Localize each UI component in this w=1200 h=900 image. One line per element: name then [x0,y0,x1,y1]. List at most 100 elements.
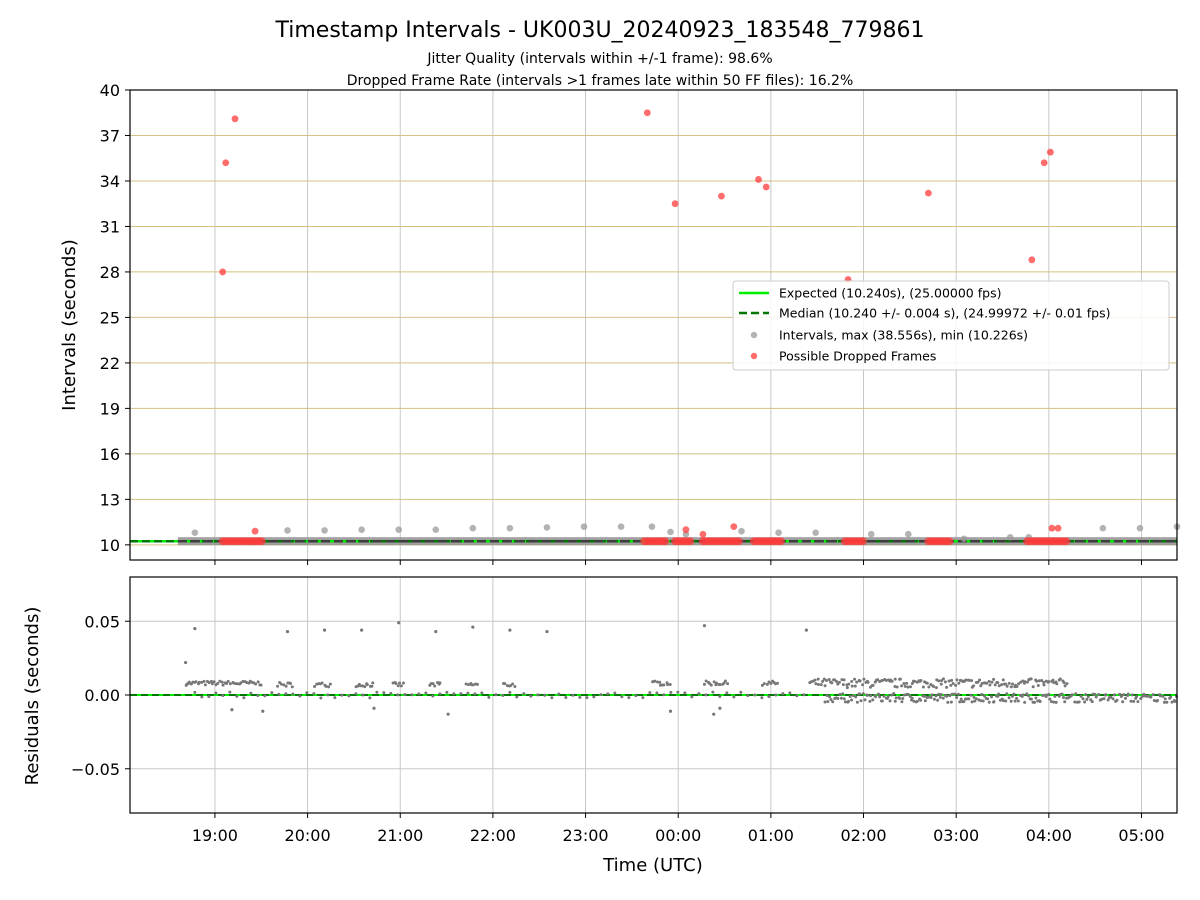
residual-point [702,624,707,628]
residual-band-point [194,680,198,684]
residual-band-point [831,700,835,704]
residual-band-point [714,681,718,685]
residual-band-point [990,695,994,699]
residual-band-point [1004,699,1008,703]
dropped-frame-point [1046,148,1054,156]
residual-band-point [1047,692,1051,696]
residual-band-point [1158,694,1162,698]
residual-band-point [876,692,880,696]
residual-band-point [1077,700,1081,704]
residual-band-point [981,699,985,703]
intervals-y-tick-label: 25 [100,308,120,327]
residual-zero-point [459,692,463,696]
residual-band-point [1055,682,1059,686]
residual-band-point [202,679,206,683]
residual-band-point [822,677,826,681]
residual-band-point [956,692,960,696]
legend-intervals-label: Intervals, max (38.556s), min (10.226s) [779,328,1028,343]
residual-band-point [1143,694,1147,698]
residual-band-point [871,683,875,687]
residual-point [804,628,808,632]
residual-band-point [936,698,940,702]
residual-band-point [1122,693,1126,697]
residual-band-point [900,684,904,688]
residual-point [360,628,364,632]
residual-band-point [220,680,224,684]
residual-band-point [959,697,963,701]
residual-band-point [1083,700,1087,704]
residual-band-point [814,682,818,686]
residuals-data [130,621,1179,716]
residual-band-point [1085,697,1089,701]
residual-band-point [658,680,662,684]
residual-band-point [821,679,825,683]
interval-point [617,523,625,530]
residual-band-point [1139,697,1143,701]
residual-band-point [769,681,773,685]
residual-band-point [704,679,708,683]
residual-zero-point [522,692,526,696]
residual-band-point [923,699,927,703]
residual-band-point [988,683,992,687]
chart-title: Timestamp Intervals - UK003U_20240923_18… [275,18,925,43]
residual-zero-point [536,693,540,697]
residual-band-point [1027,694,1031,698]
residual-zero-point [725,691,729,695]
residual-zero-point [508,690,512,694]
residual-zero-point [774,693,778,697]
dropped-frame-point [730,523,738,531]
legend-dropped-marker-icon [750,352,758,360]
x-tick-label: 01:00 [748,826,794,845]
intervals-frame [129,89,1178,561]
residual-band-point [841,692,845,696]
residual-band-point [776,681,780,685]
residual-band-point [973,699,977,703]
residual-band-point [1007,681,1011,685]
residual-band-point [1061,695,1065,699]
residual-band-point [726,682,730,686]
residual-band-point [913,679,917,683]
residual-band-point [225,682,229,686]
residual-point [508,628,512,632]
interval-point [1136,524,1144,532]
residual-band-point [906,692,910,696]
residual-band-point [886,695,890,699]
residual-band-point [513,685,517,689]
legend-box [732,280,1170,371]
residual-zero-point [683,691,687,695]
residual-band-point [861,683,865,687]
residual-band-point [1029,677,1033,681]
residual-zero-point [452,692,456,696]
residual-band-point [1140,695,1144,699]
x-tick-label: 23:00 [562,826,608,845]
residual-point [668,709,673,713]
dropped-frame-band-point [661,537,670,546]
residual-band-point [1023,680,1027,684]
residual-band-point [1038,699,1042,703]
residual-band-point [861,692,865,696]
dropped-frame-point [251,527,259,535]
residual-band-point [1161,694,1165,698]
residual-band-point [1073,700,1077,704]
residual-band-point [760,683,764,687]
interval-point [191,529,199,537]
residual-point [718,706,722,710]
residual-band-point [954,683,958,687]
residual-band-point [1021,693,1025,697]
residual-band-point [254,682,258,686]
interval-point [648,523,656,530]
residual-band-point [858,679,862,683]
dropped-frame-point [1028,256,1036,264]
residual-band-point [1130,693,1134,697]
residual-band-point [853,684,857,688]
residual-band-point [276,684,280,688]
intervals-y-tick-label: 22 [100,354,120,373]
residual-band-point [1094,695,1098,699]
residual-band-point [993,683,997,687]
x-tick-label: 02:00 [840,826,886,845]
residual-zero-point [487,695,491,699]
residual-band-point [898,677,902,681]
dropped-frame-band-point [257,537,266,546]
residual-band-point [1090,700,1094,704]
dropped-frame-point [682,526,690,534]
